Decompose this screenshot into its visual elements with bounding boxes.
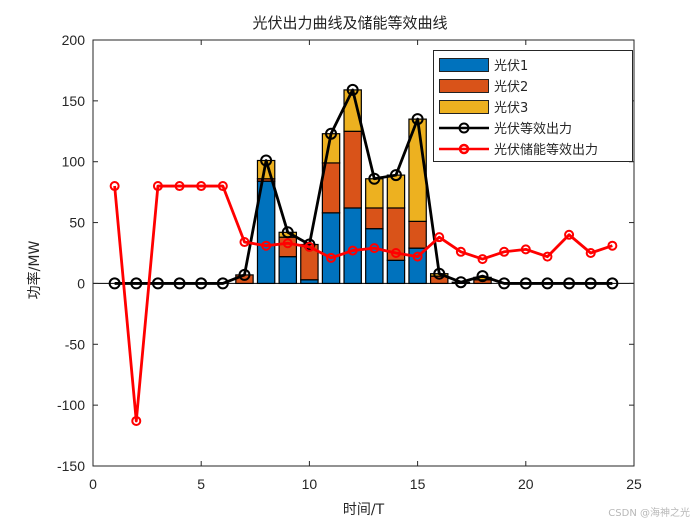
data-point-marker xyxy=(261,240,272,251)
legend-item-pv2: 光伏2 xyxy=(434,75,632,96)
data-point-marker xyxy=(108,277,121,290)
data-point-marker xyxy=(217,181,228,192)
data-point-marker xyxy=(477,254,488,265)
data-point-marker xyxy=(542,251,553,262)
bar-segment xyxy=(278,256,298,285)
bar-segment xyxy=(365,228,384,285)
legend: 光伏1 光伏2 光伏3 光伏等效出力 光伏储能等效出力 xyxy=(433,50,633,162)
data-point-marker xyxy=(498,277,511,290)
data-point-marker xyxy=(239,237,250,248)
data-point-marker xyxy=(216,277,229,290)
data-point-marker xyxy=(389,169,402,182)
y-tick-label: 200 xyxy=(62,32,86,48)
data-point-marker xyxy=(151,277,164,290)
plot-area xyxy=(93,83,634,426)
data-point-marker xyxy=(476,270,489,283)
data-point-marker xyxy=(304,241,315,252)
data-point-marker xyxy=(433,267,446,280)
data-point-marker xyxy=(434,232,445,243)
legend-label: 光伏储能等效出力 xyxy=(494,143,599,158)
data-point-marker xyxy=(195,277,208,290)
x-tick-label: 10 xyxy=(302,476,318,492)
pv2-swatch-icon xyxy=(439,78,489,93)
data-point-marker xyxy=(282,238,293,249)
bar-segment xyxy=(408,220,427,249)
data-point-marker xyxy=(390,248,401,258)
data-point-marker xyxy=(520,244,531,255)
data-point-marker xyxy=(369,243,380,254)
axes: 0 5 10 15 20 25 -150 -100 -50 0 50 100 150 200 xyxy=(57,32,642,492)
x-tick-label: 25 xyxy=(626,476,642,492)
x-tick-label: 0 xyxy=(89,476,97,492)
legend-item-pv-equivalent: 光伏等效出力 xyxy=(434,117,632,138)
data-point-marker xyxy=(584,277,597,290)
red-line-marker-icon xyxy=(439,143,489,154)
data-point-marker xyxy=(130,277,143,290)
data-point-marker xyxy=(347,245,358,256)
data-point-marker xyxy=(563,277,576,290)
data-point-marker xyxy=(411,113,424,126)
data-point-marker xyxy=(412,251,423,262)
data-point-marker xyxy=(454,276,467,289)
axes-box xyxy=(92,39,635,467)
series-line xyxy=(114,88,613,285)
data-point-marker xyxy=(346,83,359,96)
data-point-marker xyxy=(196,181,207,192)
data-point-marker xyxy=(325,127,338,140)
pv1-swatch-icon xyxy=(439,57,489,72)
bar-segment xyxy=(386,259,406,285)
x-tick-label: 5 xyxy=(197,476,205,492)
y-tick-label: -50 xyxy=(65,336,85,352)
y-tick-label: -150 xyxy=(57,458,85,474)
data-point-marker xyxy=(519,277,532,290)
series-line xyxy=(113,184,613,423)
y-tick-label: -100 xyxy=(57,397,85,413)
bar-segment xyxy=(321,212,341,285)
legend-label: 光伏3 xyxy=(494,101,529,116)
bar-segment xyxy=(365,207,384,230)
legend-item-pv-storage-equivalent: 光伏储能等效出力 xyxy=(434,138,632,159)
data-point-marker xyxy=(541,277,554,290)
bar-segment xyxy=(343,130,362,209)
x-axis-label: 时间/T xyxy=(342,502,385,518)
y-tick-label: 150 xyxy=(62,93,86,109)
data-point-marker xyxy=(326,252,337,263)
data-point-marker xyxy=(455,246,466,257)
y-tick-label: 0 xyxy=(77,275,85,291)
legend-label: 光伏1 xyxy=(494,59,529,74)
legend-label: 光伏等效出力 xyxy=(494,122,573,137)
legend-label: 光伏2 xyxy=(494,80,529,95)
watermark: CSDN @海神之光 xyxy=(608,508,690,519)
data-point-marker xyxy=(281,226,294,239)
data-point-marker xyxy=(607,240,618,251)
y-axis-label: 功率/MW xyxy=(27,240,43,300)
data-point-marker xyxy=(606,277,619,290)
pv3-swatch-icon xyxy=(439,99,489,114)
chart-title: 光伏出力曲线及储能等效曲线 xyxy=(252,14,448,32)
data-point-marker xyxy=(173,277,186,290)
legend-item-pv1: 光伏1 xyxy=(434,54,632,75)
data-point-marker xyxy=(109,181,120,192)
data-point-marker xyxy=(564,229,575,240)
legend-item-pv3: 光伏3 xyxy=(434,96,632,117)
data-point-marker xyxy=(368,172,381,185)
black-line-marker-icon xyxy=(439,122,489,133)
data-point-marker xyxy=(260,154,273,167)
data-point-marker xyxy=(131,415,142,426)
data-point-marker xyxy=(174,181,185,192)
data-point-marker xyxy=(238,268,251,281)
data-point-marker xyxy=(152,181,163,192)
data-point-marker xyxy=(303,238,316,251)
data-point-marker xyxy=(585,248,596,258)
x-tick-label: 20 xyxy=(518,476,534,492)
data-point-marker xyxy=(499,246,510,257)
x-tick-label: 15 xyxy=(410,476,426,492)
y-tick-label: 100 xyxy=(62,154,86,170)
y-tick-label: 50 xyxy=(69,215,85,231)
